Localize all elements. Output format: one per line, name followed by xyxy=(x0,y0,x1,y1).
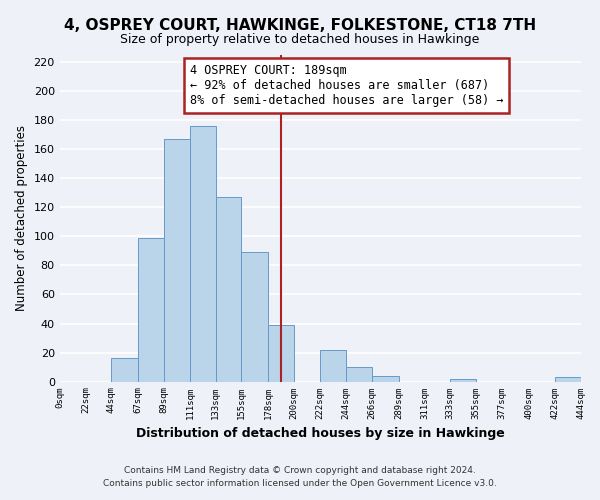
X-axis label: Distribution of detached houses by size in Hawkinge: Distribution of detached houses by size … xyxy=(136,427,505,440)
Bar xyxy=(241,252,268,382)
Bar xyxy=(190,126,215,382)
Bar xyxy=(268,325,294,382)
Bar xyxy=(138,238,164,382)
Text: 4, OSPREY COURT, HAWKINGE, FOLKESTONE, CT18 7TH: 4, OSPREY COURT, HAWKINGE, FOLKESTONE, C… xyxy=(64,18,536,32)
Text: 4 OSPREY COURT: 189sqm
← 92% of detached houses are smaller (687)
8% of semi-det: 4 OSPREY COURT: 189sqm ← 92% of detached… xyxy=(190,64,503,106)
Bar xyxy=(371,376,398,382)
Bar xyxy=(111,358,138,382)
Bar xyxy=(554,377,581,382)
Y-axis label: Number of detached properties: Number of detached properties xyxy=(15,126,28,312)
Bar xyxy=(164,139,190,382)
Bar xyxy=(450,378,476,382)
Bar xyxy=(346,367,371,382)
Bar xyxy=(320,350,346,382)
Bar xyxy=(215,197,241,382)
Text: Size of property relative to detached houses in Hawkinge: Size of property relative to detached ho… xyxy=(121,32,479,46)
Text: Contains HM Land Registry data © Crown copyright and database right 2024.
Contai: Contains HM Land Registry data © Crown c… xyxy=(103,466,497,487)
